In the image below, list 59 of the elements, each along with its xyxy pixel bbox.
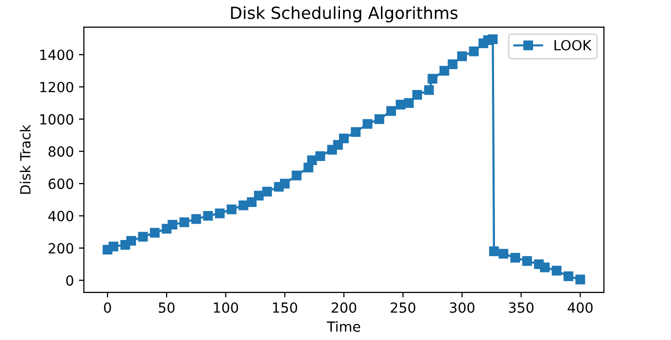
point — [307, 155, 317, 166]
point — [315, 151, 326, 162]
point — [374, 114, 384, 124]
y-tick-label: 800 — [48, 146, 74, 157]
point — [280, 178, 290, 188]
point — [489, 246, 499, 256]
point — [238, 200, 248, 210]
point — [386, 106, 396, 116]
point — [552, 266, 562, 276]
x-tick-label: 200 — [332, 302, 356, 313]
point — [262, 186, 272, 196]
point — [540, 262, 550, 272]
legend-label: LOOK — [554, 40, 592, 50]
point — [448, 59, 458, 70]
y-tick-label: 0 — [66, 275, 74, 286]
point — [108, 242, 118, 252]
y-tick-label: 400 — [48, 210, 74, 222]
point — [138, 232, 148, 242]
point — [203, 210, 213, 221]
point — [498, 248, 508, 259]
point — [339, 134, 349, 144]
point — [168, 220, 178, 230]
point — [126, 236, 136, 246]
point — [191, 214, 202, 224]
point — [522, 256, 532, 266]
point — [428, 74, 438, 84]
point — [564, 271, 574, 282]
point — [214, 208, 225, 218]
point — [469, 46, 479, 56]
y-tick-label: 1200 — [40, 82, 74, 92]
point — [226, 204, 236, 214]
point — [424, 85, 434, 95]
x-tick-label: 50 — [158, 302, 175, 313]
y-axis-title: Disk Track — [20, 124, 31, 194]
point — [412, 90, 422, 100]
x-tick-label: 300 — [450, 302, 474, 313]
x-tick-label: 400 — [568, 302, 593, 313]
x-tick-label: 0 — [104, 302, 112, 313]
point — [179, 217, 190, 228]
point — [292, 170, 302, 180]
x-tick-label: 250 — [390, 302, 416, 313]
x-tick-label: 350 — [508, 302, 534, 313]
chart-title: Disk Scheduling Algorithms — [231, 6, 458, 22]
point — [362, 119, 372, 129]
y-tick-label: 600 — [48, 178, 74, 190]
point — [404, 98, 414, 108]
x-axis-title: Time — [326, 321, 360, 332]
point — [510, 252, 520, 263]
point — [575, 274, 586, 284]
y-tick-label: 200 — [48, 243, 74, 254]
y-tick-label: 1000 — [40, 114, 74, 125]
point — [439, 66, 450, 76]
point — [488, 34, 498, 44]
y-tick-label: 1400 — [40, 50, 74, 60]
x-tick-label: 100 — [214, 302, 238, 313]
point — [350, 127, 361, 137]
point — [150, 228, 160, 238]
point — [457, 51, 467, 62]
x-tick-label: 150 — [273, 302, 298, 313]
